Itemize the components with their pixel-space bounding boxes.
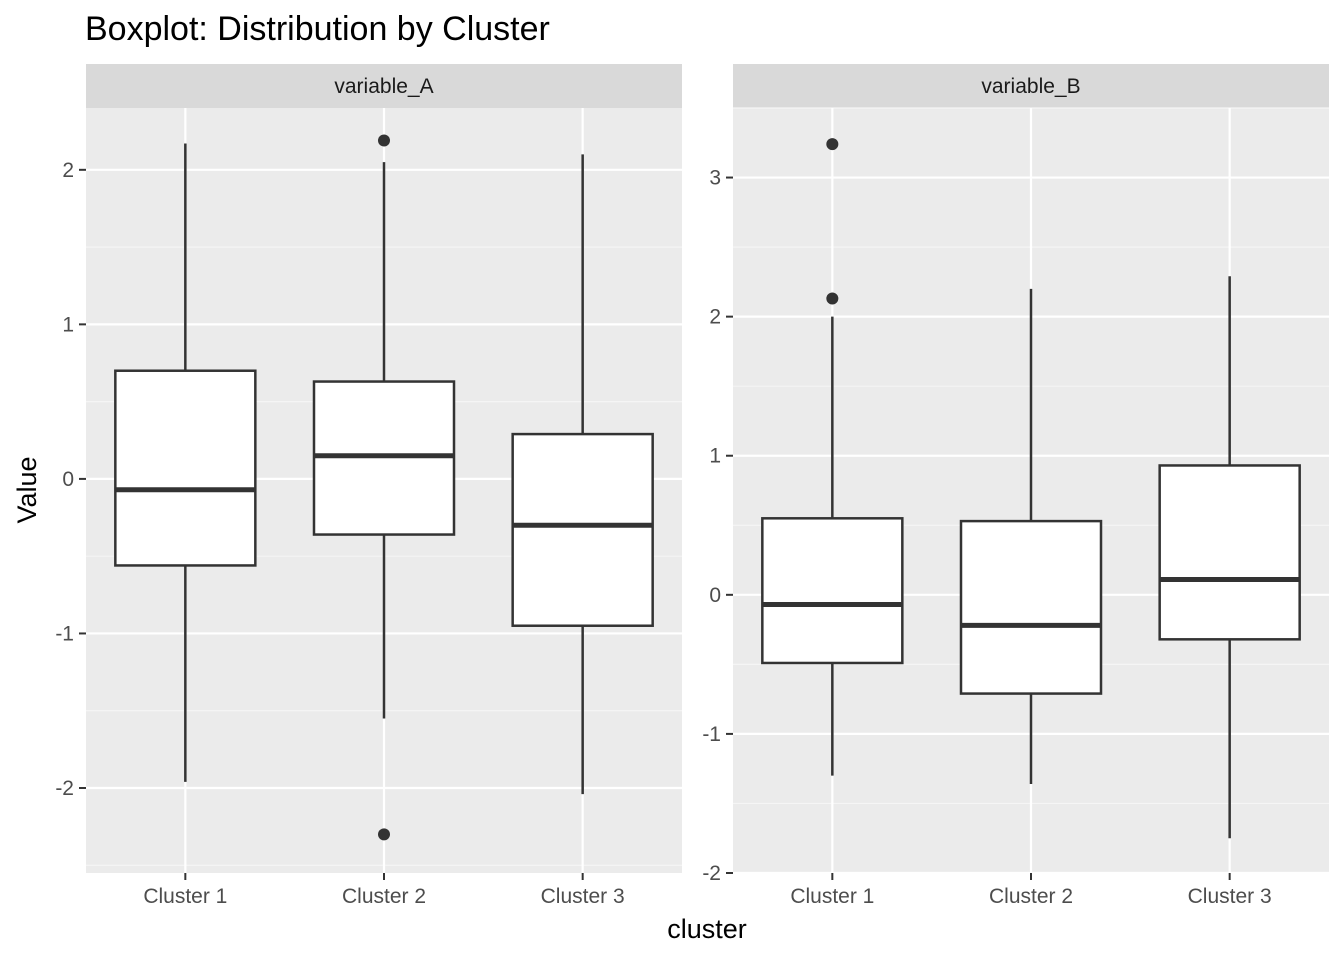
facet-strip [86,64,682,108]
x-tick-label: Cluster 3 [541,885,625,908]
y-tick-label: -1 [702,723,721,746]
box-iqr [1158,464,1301,641]
outlier-point [378,828,390,841]
y-axis-title: Value [12,456,42,523]
outlier-point [378,134,390,147]
y-tick-label: 1 [62,313,74,336]
outlier-point [826,138,839,151]
box-1 [114,143,257,782]
facet-variable_A: variable_A -2 -1 0 1 2 Cluster 1 Cluster 2 Clust… [55,64,682,908]
y-tick-label: 2 [709,306,721,329]
facet-variable_B: variable_B -2 -1 0 1 2 3 Cluster 1 Cluster 2 Clus… [702,64,1329,908]
box-2 [312,134,456,841]
x-axis-title: cluster [667,914,747,944]
facet-strip-label: variable_A [334,75,433,98]
chart-title: Boxplot: Distribution by Cluster [85,10,550,48]
facets-layer: variable_A -2 -1 0 1 2 Cluster 1 Cluster 2 Clust… [55,64,1329,908]
box-3 [511,154,654,795]
box-3 [1158,276,1301,839]
y-tick-label: -2 [702,862,721,885]
box-2 [959,288,1103,784]
x-tick-label: Cluster 2 [989,885,1073,908]
x-tick-label: Cluster 3 [1188,885,1272,908]
facet-strip-label: variable_B [981,75,1080,98]
box-iqr [959,519,1103,695]
x-tick-label: Cluster 2 [342,885,426,908]
y-tick-label: -1 [55,622,74,645]
facet-strip [733,64,1329,108]
outlier-point [826,292,839,305]
y-tick-label: 2 [62,159,74,182]
y-tick-label: 0 [62,468,74,491]
box-iqr [114,369,257,567]
y-tick-label: 3 [709,167,721,190]
box-iqr [511,432,654,627]
y-tick-label: 0 [709,584,721,607]
y-tick-label: -2 [55,777,74,800]
x-tick-label: Cluster 1 [143,885,227,908]
box-1 [761,138,904,776]
x-tick-label: Cluster 1 [790,885,874,908]
y-tick-label: 1 [709,445,721,468]
box-iqr [761,517,904,665]
